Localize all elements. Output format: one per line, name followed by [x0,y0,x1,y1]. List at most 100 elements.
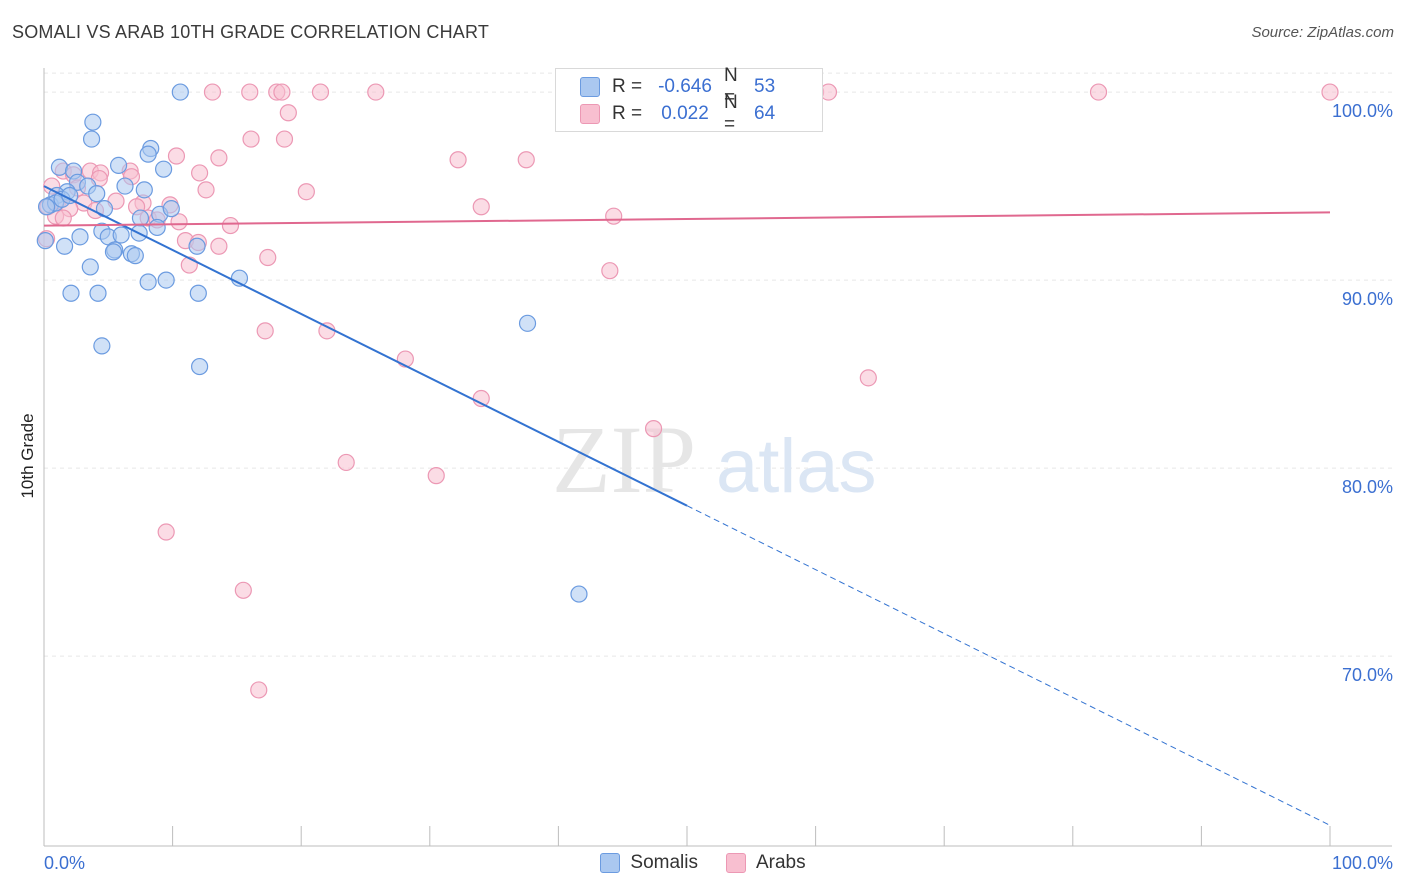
y-tick-label: 70.0% [1342,665,1393,685]
arabs-point [167,147,186,165]
arabs-point [644,420,663,438]
somalis-trend-extension [686,505,1331,826]
n-value-somalis: 53 [754,76,776,97]
arabs-point [279,104,297,122]
trend-lines [43,185,1331,826]
somalis-point [84,113,102,131]
y-tick-label: 100.0% [1332,101,1393,121]
somalis-point [135,181,153,199]
arabs-trend-line [43,211,1331,227]
axes [43,68,1392,847]
chart-title: SOMALI VS ARAB 10TH GRADE CORRELATION CH… [12,22,490,42]
arabs-point [1321,83,1339,101]
somalis-point [191,357,209,376]
legend-item-somalis[interactable]: Somalis [600,852,698,874]
arabs-point [256,322,274,340]
arabs-point [517,151,535,169]
somalis-point [157,271,175,289]
arabs-point [427,467,445,485]
arabs-point [472,198,490,216]
r-value-arabs: 0.022 [661,103,709,124]
arabs-point [221,216,240,235]
somalis-point [82,130,101,148]
watermark-zip: ZIP [552,406,696,513]
somalis-point [36,232,54,250]
arabs-point [605,207,623,225]
somalis-point [37,198,56,216]
arabs-point [170,213,188,231]
arabs-point [297,183,315,201]
somalis-point [570,585,588,603]
arabs-point [210,149,228,167]
n-label: N = [724,65,738,108]
arabs-point [197,181,215,199]
arabs-point [203,83,222,101]
correlation-legend: R = -0.646 N = 53 R = 0.022 N = 64 [555,65,823,135]
somalis-point [188,237,206,255]
arabs-points [37,83,1339,699]
legend-item-arabs[interactable]: Arabs [725,852,806,874]
somalis-point [88,185,106,203]
arabs-point [157,523,175,541]
legend-label-somalis: Somalis [630,852,698,873]
somalis-point [189,284,207,302]
somalis-point [154,160,173,178]
arabs-point [275,130,294,148]
somalis-point [518,314,537,332]
arabs-point [318,322,336,340]
somalis-point [55,237,74,255]
somalis-point [171,83,189,101]
somalis-point [139,145,157,163]
arabs-point [311,83,330,101]
y-tick-label: 90.0% [1342,289,1393,309]
somalis-point [162,200,180,218]
n-value-arabs: 64 [754,103,776,124]
arabs-point [250,681,268,699]
r-label: R = [612,76,643,97]
arabs-point [241,83,259,101]
n-label: N = [724,92,738,135]
somalis-swatch [580,77,600,97]
somalis-point [148,218,166,237]
legend-row-somalis: R = -0.646 N = 53 [580,65,776,108]
arabs-point [259,248,277,267]
somalis-point [62,284,80,302]
somalis-point [104,243,123,261]
arabs-point [449,151,467,169]
arabs-point [1089,83,1108,101]
somalis-trend-line [43,185,688,507]
arabs-point [273,83,291,101]
arabs-point [234,581,252,599]
arabs-point [337,453,355,472]
arabs-point [601,262,619,280]
somalis-point [112,226,130,244]
x-tick-label-min: 0.0% [44,853,85,873]
arabs-point [180,256,198,274]
arabs-point [191,164,209,182]
legend-row-arabs: R = 0.022 N = 64 [580,92,776,135]
arabs-swatch [580,104,600,124]
y-tick-label: 80.0% [1342,477,1393,497]
series-legend: Somalis Arabs [0,852,1406,874]
watermark-atlas: atlas [716,424,877,509]
somalis-point [71,228,89,246]
legend-label-arabs: Arabs [755,852,806,873]
arabs-point [367,83,385,101]
somalis-legend-swatch [600,853,621,873]
r-value-somalis: -0.646 [658,76,712,97]
somalis-point [109,156,128,175]
somalis-point [50,158,69,176]
somalis-point [116,177,134,195]
somalis-point [126,247,144,265]
somalis-points [36,83,588,603]
tick-labels: 100.0% 90.0% 80.0% 70.0% 0.0% 100.0% [44,101,1393,873]
somalis-point [93,337,111,355]
somalis-point [81,258,99,276]
arabs-point [210,237,228,255]
arabs-legend-swatch [725,853,746,873]
source-label: Source: ZipAtlas.com [1251,24,1394,41]
somalis-point [139,273,157,291]
somalis-point [89,284,107,302]
arabs-point [54,209,72,227]
